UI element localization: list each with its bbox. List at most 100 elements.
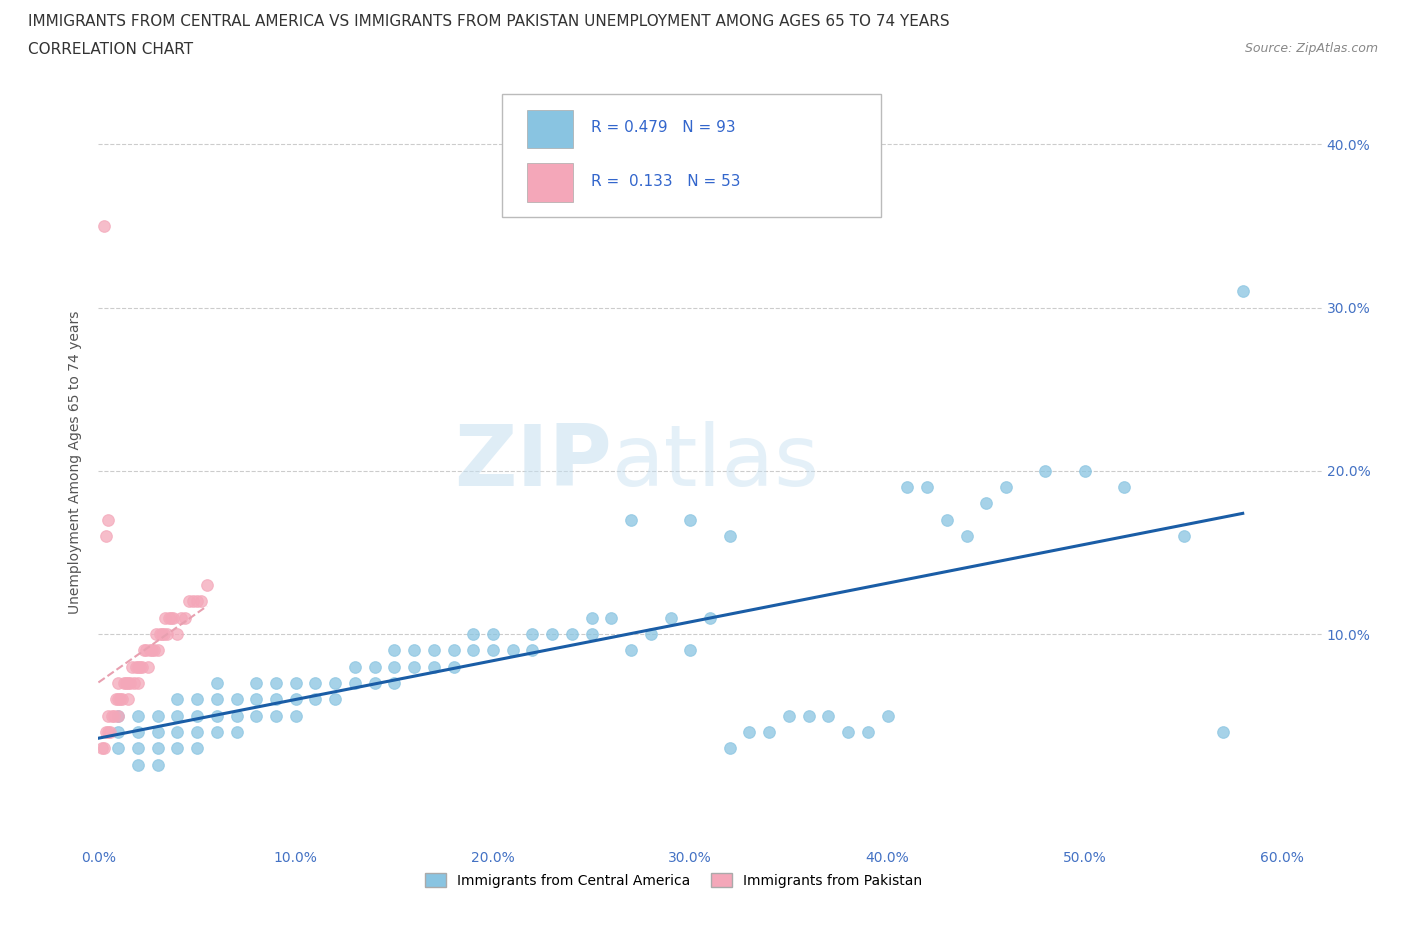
Point <box>205 724 228 739</box>
Point <box>121 659 143 674</box>
Point <box>659 610 682 625</box>
Text: R = 0.479   N = 93: R = 0.479 N = 93 <box>592 120 735 135</box>
Point <box>131 659 153 674</box>
Point <box>205 692 228 707</box>
Point <box>97 709 120 724</box>
Point <box>146 757 169 772</box>
Point <box>149 627 172 642</box>
Point <box>679 512 702 527</box>
Point <box>423 643 446 658</box>
Point <box>600 610 623 625</box>
Point <box>404 659 426 674</box>
Point <box>382 675 405 690</box>
Point <box>245 692 267 707</box>
Point <box>170 610 193 625</box>
Point <box>423 659 446 674</box>
Point <box>174 610 197 625</box>
Point <box>190 594 212 609</box>
Point <box>856 724 879 739</box>
Point <box>915 480 938 495</box>
Point <box>225 724 247 739</box>
Point <box>522 643 544 658</box>
Text: R =  0.133   N = 53: R = 0.133 N = 53 <box>592 174 741 189</box>
Point <box>127 659 149 674</box>
Point <box>522 627 544 642</box>
Point <box>404 643 426 658</box>
Point <box>127 675 149 690</box>
Point <box>93 741 115 756</box>
Point <box>363 659 385 674</box>
Point <box>284 692 307 707</box>
Point <box>502 643 524 658</box>
Point <box>482 643 505 658</box>
Point <box>132 643 155 658</box>
Point <box>718 741 741 756</box>
Point <box>738 724 761 739</box>
Y-axis label: Unemployment Among Ages 65 to 74 years: Unemployment Among Ages 65 to 74 years <box>69 311 83 615</box>
Point <box>98 724 121 739</box>
Point <box>118 675 141 690</box>
Point <box>111 692 134 707</box>
Point <box>363 675 385 690</box>
Point <box>343 659 366 674</box>
Point <box>443 659 465 674</box>
Point <box>640 627 662 642</box>
Point <box>107 724 129 739</box>
Point <box>103 709 125 724</box>
Point <box>758 724 780 739</box>
Point <box>1114 480 1136 495</box>
Point <box>166 627 188 642</box>
Point <box>127 709 149 724</box>
Point <box>146 709 169 724</box>
FancyBboxPatch shape <box>527 164 574 202</box>
Point <box>101 709 124 724</box>
Point <box>146 724 169 739</box>
Point <box>264 709 287 724</box>
Point <box>108 692 131 707</box>
Point <box>181 594 204 609</box>
Point <box>581 610 603 625</box>
Point <box>97 724 120 739</box>
Point <box>135 643 157 658</box>
Point <box>107 709 129 724</box>
Point <box>96 724 118 739</box>
Point <box>225 709 247 724</box>
Point <box>107 709 129 724</box>
Point <box>205 675 228 690</box>
Point <box>186 594 208 609</box>
Point <box>443 643 465 658</box>
Point <box>1074 463 1097 478</box>
Point <box>541 627 564 642</box>
Point <box>620 643 643 658</box>
Point <box>152 627 174 642</box>
Point <box>159 610 181 625</box>
Point <box>115 675 138 690</box>
Point <box>146 741 169 756</box>
Point <box>93 219 115 233</box>
Point <box>264 675 287 690</box>
Point <box>186 741 208 756</box>
Point <box>955 528 977 543</box>
Point <box>797 709 820 724</box>
Point <box>142 643 165 658</box>
Text: ZIP: ZIP <box>454 421 612 504</box>
Point <box>935 512 957 527</box>
Point <box>284 709 307 724</box>
Point <box>186 692 208 707</box>
Point <box>166 692 188 707</box>
Point <box>128 659 150 674</box>
Point <box>91 741 114 756</box>
Text: Source: ZipAtlas.com: Source: ZipAtlas.com <box>1244 42 1378 55</box>
Point <box>837 724 859 739</box>
Legend: Immigrants from Central America, Immigrants from Pakistan: Immigrants from Central America, Immigra… <box>419 867 928 893</box>
Point <box>97 512 120 527</box>
Point <box>105 692 128 707</box>
Point <box>1232 284 1254 299</box>
Point <box>304 692 326 707</box>
Point <box>145 627 167 642</box>
Point <box>896 480 918 495</box>
Point <box>463 643 485 658</box>
Point <box>699 610 721 625</box>
Point <box>482 627 505 642</box>
Point <box>382 659 405 674</box>
